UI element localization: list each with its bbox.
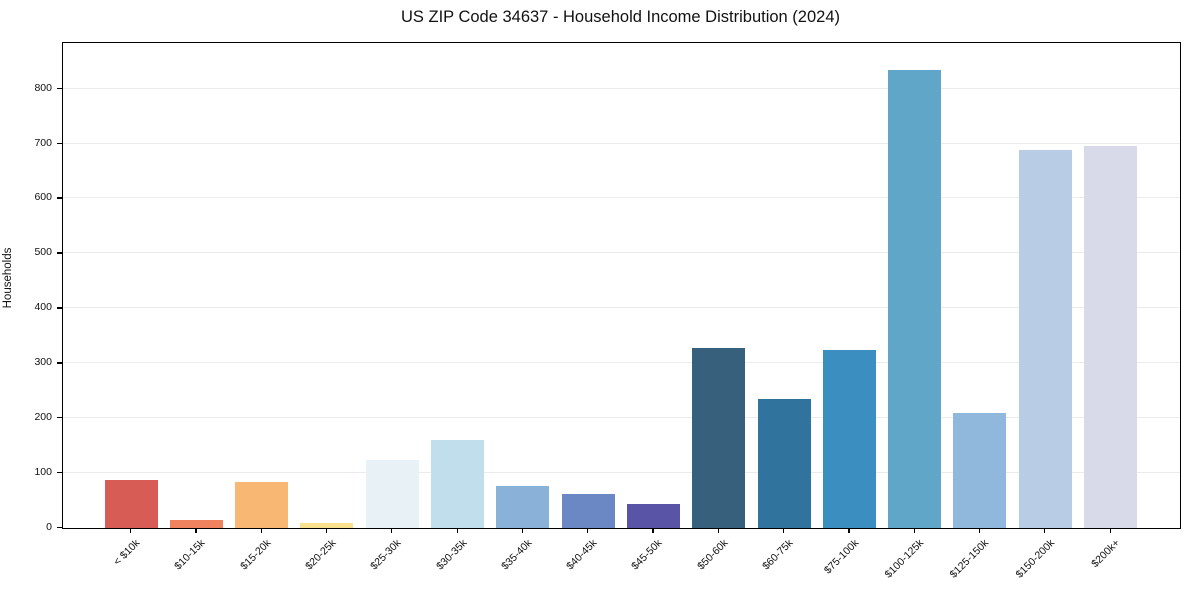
bar <box>757 398 811 528</box>
y-tick-label: 200 <box>34 411 52 424</box>
x-tick-label: $100-125k <box>882 537 927 581</box>
bar <box>561 493 615 528</box>
y-tick-mark <box>57 252 62 254</box>
gridline <box>63 307 1180 309</box>
y-tick-label: 600 <box>34 191 52 204</box>
bar <box>626 504 680 528</box>
y-tick-mark <box>57 197 62 199</box>
x-tick-mark <box>717 528 719 533</box>
y-tick-label: 300 <box>34 356 52 369</box>
x-tick-label: $75-100k <box>821 537 861 577</box>
x-tick-mark <box>456 528 458 533</box>
bar <box>496 486 550 528</box>
bar <box>169 519 223 528</box>
bar <box>1018 150 1072 528</box>
x-tick-label: $35-40k <box>498 537 535 573</box>
gridline <box>63 252 1180 254</box>
x-tick-mark <box>978 528 981 533</box>
x-tick-label: $60-75k <box>760 537 796 573</box>
bar <box>431 439 484 528</box>
y-tick-label: 500 <box>34 246 52 259</box>
y-tick-mark <box>57 472 62 474</box>
x-tick-mark <box>521 528 524 533</box>
x-tick-mark <box>195 528 197 533</box>
y-tick-label: 0 <box>46 521 52 533</box>
gridline <box>63 362 1180 364</box>
y-tick-mark <box>57 142 62 144</box>
y-tick-mark <box>57 307 62 309</box>
bar <box>235 481 289 528</box>
gridline <box>63 472 1180 474</box>
x-tick-mark <box>652 528 654 533</box>
x-tick-label: $15-20k <box>237 537 274 573</box>
x-tick-label: $200k+ <box>1088 537 1122 571</box>
x-tick-label: $25-30k <box>368 537 404 573</box>
chart-title: US ZIP Code 34637 - Household Income Dis… <box>400 8 840 26</box>
x-tick-mark <box>130 528 132 533</box>
y-tick-mark <box>57 87 62 89</box>
bar <box>104 480 158 528</box>
x-tick-mark <box>325 528 328 533</box>
bar <box>1084 146 1137 528</box>
x-tick-label: $125-150k <box>947 537 992 581</box>
x-tick-mark <box>587 528 589 533</box>
bar <box>365 460 419 528</box>
x-tick-label: $10-15k <box>172 537 208 573</box>
x-tick-label: $20-25k <box>303 537 339 573</box>
gridline <box>63 142 1180 144</box>
y-tick-mark <box>57 417 62 419</box>
x-tick-mark <box>1109 528 1111 533</box>
y-tick-label: 100 <box>34 466 52 479</box>
y-tick-mark <box>57 527 62 529</box>
x-tick-mark <box>391 528 393 533</box>
gridline <box>63 417 1180 419</box>
y-tick-label: 700 <box>34 136 52 149</box>
bar <box>822 349 876 528</box>
y-tick-label: 400 <box>34 301 52 314</box>
x-tick-label: < $10k <box>111 537 143 568</box>
y-tick-label: 800 <box>34 81 52 94</box>
bar <box>692 348 746 528</box>
gridline <box>63 87 1180 89</box>
x-tick-label: $30-35k <box>433 537 469 573</box>
x-tick-mark <box>1044 528 1046 533</box>
x-tick-label: $40-45k <box>564 537 600 573</box>
x-tick-label: $50-60k <box>694 537 731 573</box>
y-tick-mark <box>57 362 62 364</box>
plot-area <box>62 42 1181 529</box>
x-tick-label: $150-200k <box>1013 537 1057 581</box>
x-tick-mark <box>848 528 850 533</box>
gridline <box>63 197 1180 199</box>
bar <box>953 413 1007 528</box>
x-tick-label: $45-50k <box>629 537 665 573</box>
bar <box>888 70 942 528</box>
x-tick-mark <box>260 528 262 533</box>
bar <box>300 523 354 528</box>
x-tick-mark <box>783 528 785 533</box>
x-tick-mark <box>913 528 915 533</box>
